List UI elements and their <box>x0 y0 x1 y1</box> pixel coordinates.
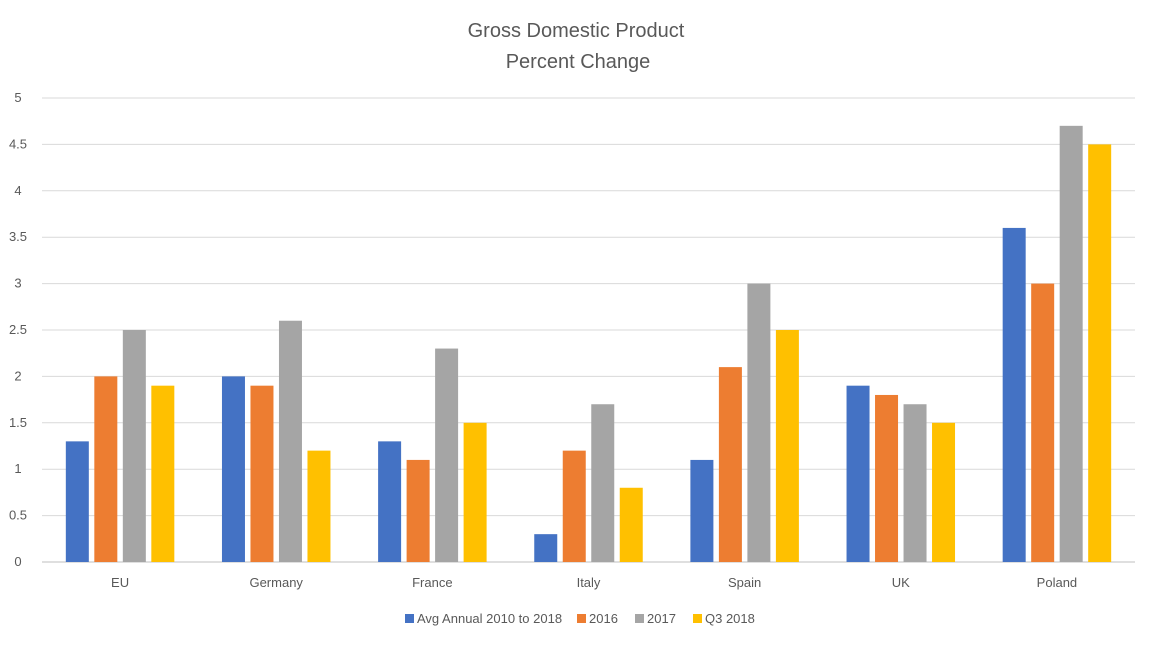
bar-spain-avg-annual-2010-to-2018 <box>690 459 714 562</box>
bar-poland-q3-2018 <box>1088 144 1112 562</box>
bar-spain-2016 <box>718 367 742 562</box>
bar-italy-avg-annual-2010-to-2018 <box>534 534 558 562</box>
legend-label: 2016 <box>589 611 618 626</box>
x-tick-label: Germany <box>249 575 303 590</box>
legend-swatch <box>577 614 586 623</box>
y-tick-label: 4.5 <box>9 136 27 151</box>
bar-italy-q3-2018 <box>619 487 643 562</box>
y-tick-label: 2 <box>14 368 21 383</box>
bar-france-2017 <box>435 348 459 562</box>
legend-swatch <box>693 614 702 623</box>
y-tick-label: 3.5 <box>9 229 27 244</box>
bar-germany-2017 <box>278 320 302 562</box>
bar-eu-q3-2018 <box>151 385 175 562</box>
bar-uk-2017 <box>903 404 927 562</box>
y-tick-label: 2.5 <box>9 322 27 337</box>
y-tick-label: 0.5 <box>9 508 27 523</box>
legend-swatch <box>405 614 414 623</box>
bar-eu-2017 <box>122 330 146 562</box>
x-tick-label: Spain <box>728 575 761 590</box>
legend-swatch <box>635 614 644 623</box>
chart-title: Gross Domestic Product <box>468 20 685 42</box>
bar-uk-2016 <box>875 394 899 562</box>
y-tick-label: 1 <box>14 461 21 476</box>
y-tick-label: 0 <box>14 554 21 569</box>
chart-subtitle: Percent Change <box>506 51 651 73</box>
bar-poland-avg-annual-2010-to-2018 <box>1002 227 1026 563</box>
bar-france-avg-annual-2010-to-2018 <box>378 441 402 562</box>
legend-label: Q3 2018 <box>705 611 755 626</box>
bar-france-2016 <box>406 459 430 562</box>
legend-label: Avg Annual 2010 to 2018 <box>417 611 562 626</box>
bar-italy-2016 <box>562 450 586 562</box>
x-tick-label: Poland <box>1037 575 1077 590</box>
bar-france-q3-2018 <box>463 422 487 562</box>
bar-italy-2017 <box>591 404 615 562</box>
y-tick-label: 3 <box>14 276 21 291</box>
y-tick-label: 1.5 <box>9 415 27 430</box>
bar-germany-2016 <box>250 385 274 562</box>
legend-label: 2017 <box>647 611 676 626</box>
bar-germany-avg-annual-2010-to-2018 <box>221 376 245 562</box>
bar-eu-avg-annual-2010-to-2018 <box>65 441 89 562</box>
bar-poland-2017 <box>1059 125 1083 562</box>
bar-uk-avg-annual-2010-to-2018 <box>846 385 870 562</box>
bar-eu-2016 <box>94 376 118 562</box>
bar-uk-q3-2018 <box>932 422 956 562</box>
bar-poland-2016 <box>1031 283 1055 562</box>
x-tick-label: EU <box>111 575 129 590</box>
x-tick-label: Italy <box>577 575 601 590</box>
y-tick-label: 4 <box>14 183 21 198</box>
bar-spain-2017 <box>747 283 771 562</box>
x-tick-label: UK <box>892 575 910 590</box>
bar-spain-q3-2018 <box>775 330 799 562</box>
y-tick-label: 5 <box>14 90 21 105</box>
bar-germany-q3-2018 <box>307 450 331 562</box>
x-tick-label: France <box>412 575 452 590</box>
